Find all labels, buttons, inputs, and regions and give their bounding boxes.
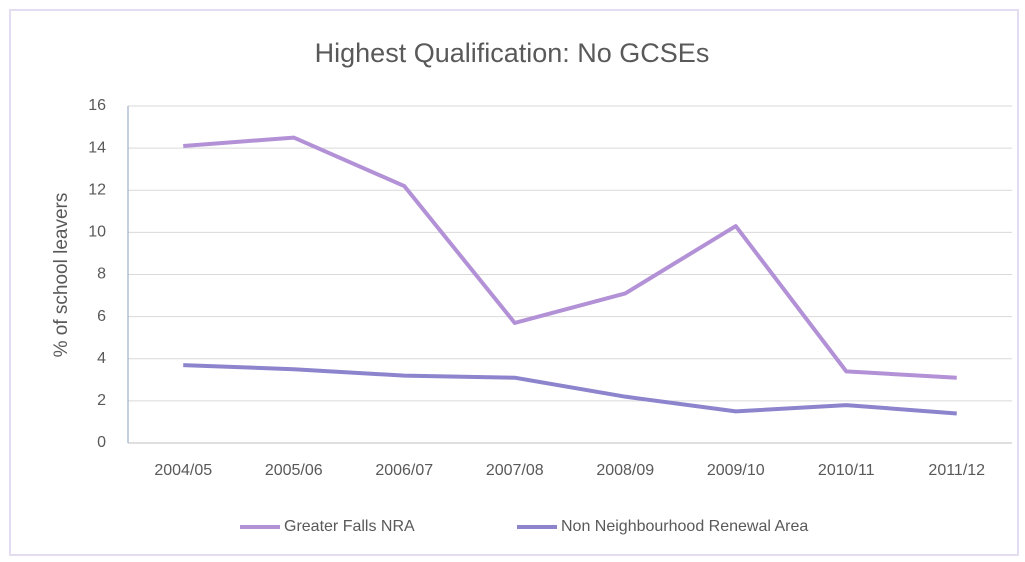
y-tick-label: 6 bbox=[97, 308, 106, 325]
legend-label: Non Neighbourhood Renewal Area bbox=[561, 518, 808, 535]
x-tick-label: 2006/07 bbox=[375, 462, 433, 479]
y-tick-label: 10 bbox=[88, 224, 106, 241]
y-tick-label: 0 bbox=[97, 434, 106, 451]
y-tick-label: 4 bbox=[97, 350, 106, 367]
chart-frame bbox=[9, 9, 1019, 556]
chart-title: Highest Qualification: No GCSEs bbox=[315, 38, 710, 68]
x-tick-label: 2004/05 bbox=[154, 462, 212, 479]
series-line bbox=[183, 135, 957, 380]
legend-label: Greater Falls NRA bbox=[284, 518, 415, 535]
x-tick-label: 2005/06 bbox=[265, 462, 323, 479]
y-tick-label: 2 bbox=[97, 392, 106, 409]
series-line bbox=[183, 363, 957, 416]
x-tick-label: 2009/10 bbox=[707, 462, 765, 479]
x-tick-label: 2008/09 bbox=[596, 462, 654, 479]
y-tick-label: 8 bbox=[97, 266, 106, 283]
x-tick-label: 2010/11 bbox=[818, 462, 875, 479]
x-tick-label: 2011/12 bbox=[928, 462, 985, 479]
y-tick-label: 14 bbox=[88, 139, 106, 156]
y-tick-label: 16 bbox=[88, 97, 106, 114]
y-axis-label: % of school leavers bbox=[51, 193, 72, 358]
x-tick-label: 2007/08 bbox=[486, 462, 544, 479]
y-tick-label: 12 bbox=[88, 181, 106, 198]
